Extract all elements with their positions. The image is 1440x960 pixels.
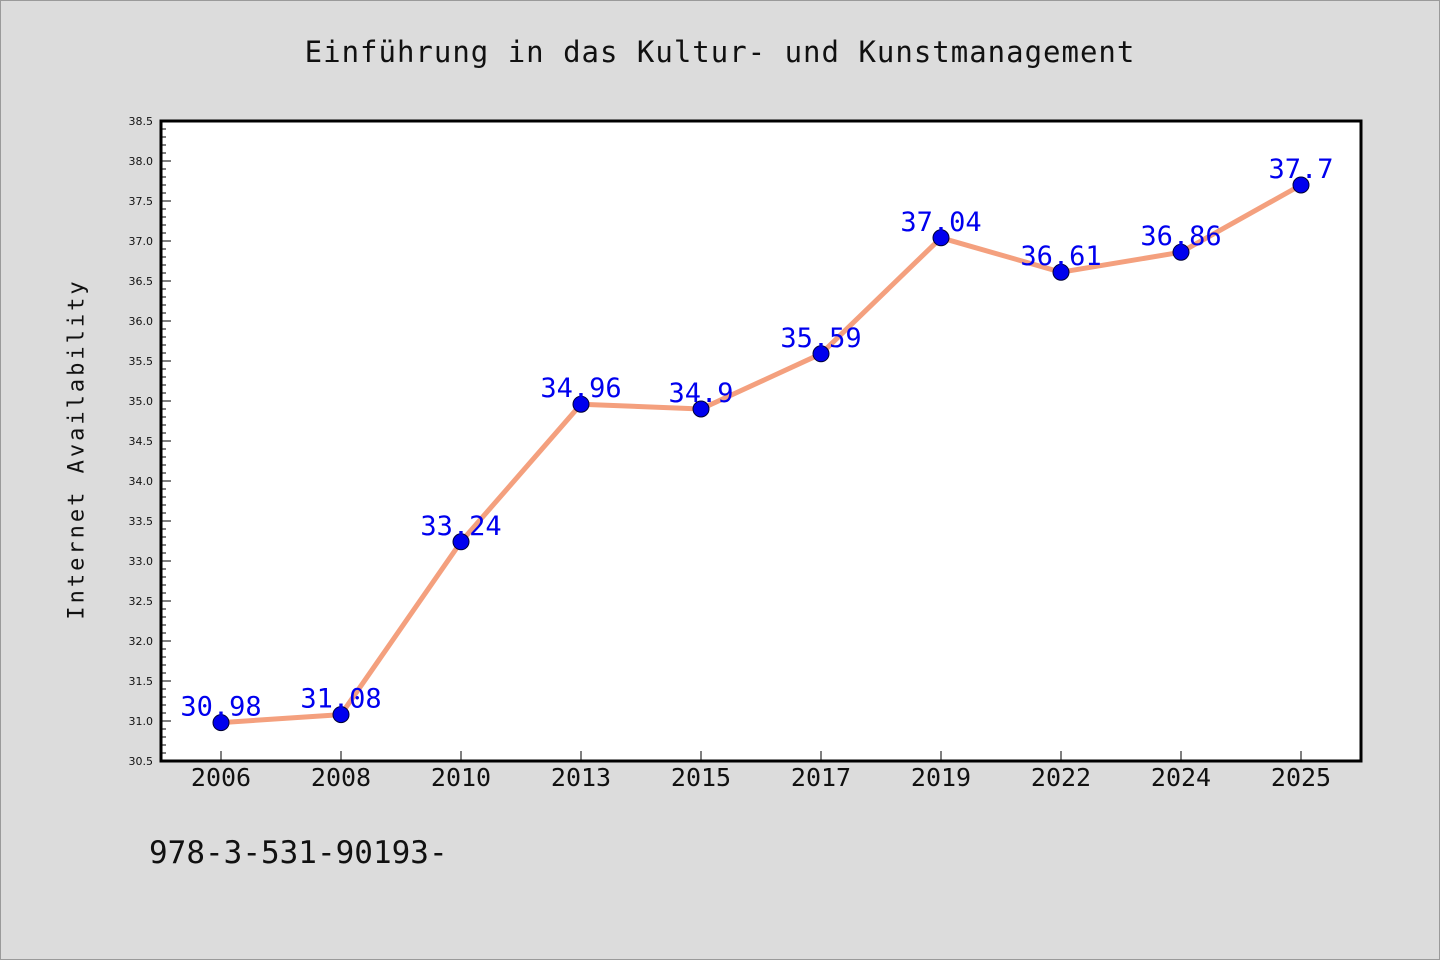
footer-code: 978-3-531-90193-: [149, 835, 448, 871]
x-axis: 2006 2008 2010 2013 2015 2017 2019 2022 2024 2025: [191, 751, 1331, 792]
x-tick-label: 2017: [791, 763, 851, 792]
data-label: 30.98: [180, 692, 261, 723]
y-tick-label: 37.0: [129, 235, 154, 248]
data-point: [572, 395, 590, 413]
x-tick-label: 2019: [911, 763, 971, 792]
y-tick-label: 35.0: [129, 395, 154, 408]
data-label: 35.59: [780, 323, 861, 354]
data-point: [1052, 263, 1070, 281]
data-label: 37.7: [1268, 154, 1333, 185]
data-label: 36.86: [1140, 221, 1221, 252]
x-tick-label: 2024: [1151, 763, 1211, 792]
plot-area: [159, 119, 1363, 763]
x-tick-label: 2006: [191, 763, 251, 792]
x-tick-label: 2015: [671, 763, 731, 792]
y-tick-label: 34.5: [129, 435, 154, 448]
y-tick-label: 31.0: [129, 715, 154, 728]
y-tick-label: 36.5: [129, 275, 154, 288]
x-tick-label: 2022: [1031, 763, 1091, 792]
x-tick-label: 2025: [1271, 763, 1331, 792]
data-points: [212, 176, 1310, 732]
y-tick-label: 37.5: [129, 195, 154, 208]
y-tick-label: 38.5: [129, 115, 154, 128]
data-point: [1292, 176, 1310, 194]
data-point: [932, 229, 950, 247]
y-tick-label: 32.5: [129, 595, 154, 608]
data-label: 37.04: [900, 207, 981, 238]
y-axis: 30.5 31.0 31.5 32.0 32.5 33.0 33.5 34.0 34.5 35.0…: [129, 115, 171, 768]
chart-title: Einführung in das Kultur- und Kunstmanag…: [304, 35, 1136, 69]
data-point: [692, 400, 710, 418]
y-tick-label: 33.0: [129, 555, 154, 568]
data-label: 34.96: [540, 373, 621, 404]
y-tick-label: 36.0: [129, 315, 154, 328]
y-tick-label: 33.5: [129, 515, 154, 528]
data-point: [332, 706, 350, 724]
data-point: [452, 533, 470, 551]
data-label: 33.24: [420, 511, 501, 542]
data-point: [812, 345, 830, 363]
x-tick-label: 2010: [431, 763, 491, 792]
y-tick-label: 34.0: [129, 475, 154, 488]
y-tick-label: 31.5: [129, 675, 154, 688]
data-label: 34.9: [668, 378, 733, 409]
data-point: [212, 714, 230, 732]
y-tick-label: 38.0: [129, 155, 154, 168]
data-label: 36.61: [1020, 241, 1101, 272]
y-tick-label: 32.0: [129, 635, 154, 648]
series-line: [220, 182, 1303, 726]
data-label: 31.08: [300, 684, 381, 715]
y-tick-label: 35.5: [129, 355, 154, 368]
y-tick-label: 30.5: [129, 755, 154, 768]
x-tick-label: 2008: [311, 763, 371, 792]
data-point: [1172, 243, 1190, 261]
x-tick-label: 2013: [551, 763, 611, 792]
data-labels: 30.98 31.08 33.24 34.96 34.9 35.59 37.04 36.61 3…: [180, 154, 1333, 723]
